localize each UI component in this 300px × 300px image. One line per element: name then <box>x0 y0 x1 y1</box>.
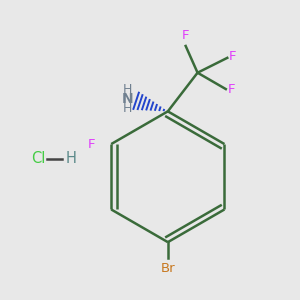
Text: F: F <box>182 29 189 42</box>
Text: Br: Br <box>160 262 175 275</box>
Text: N: N <box>122 92 134 106</box>
Text: F: F <box>227 82 235 96</box>
Text: H: H <box>123 103 132 116</box>
Text: F: F <box>87 138 95 151</box>
Text: Cl: Cl <box>31 152 46 166</box>
Text: H: H <box>65 152 76 166</box>
Text: H: H <box>123 83 132 97</box>
Text: F: F <box>229 50 236 63</box>
